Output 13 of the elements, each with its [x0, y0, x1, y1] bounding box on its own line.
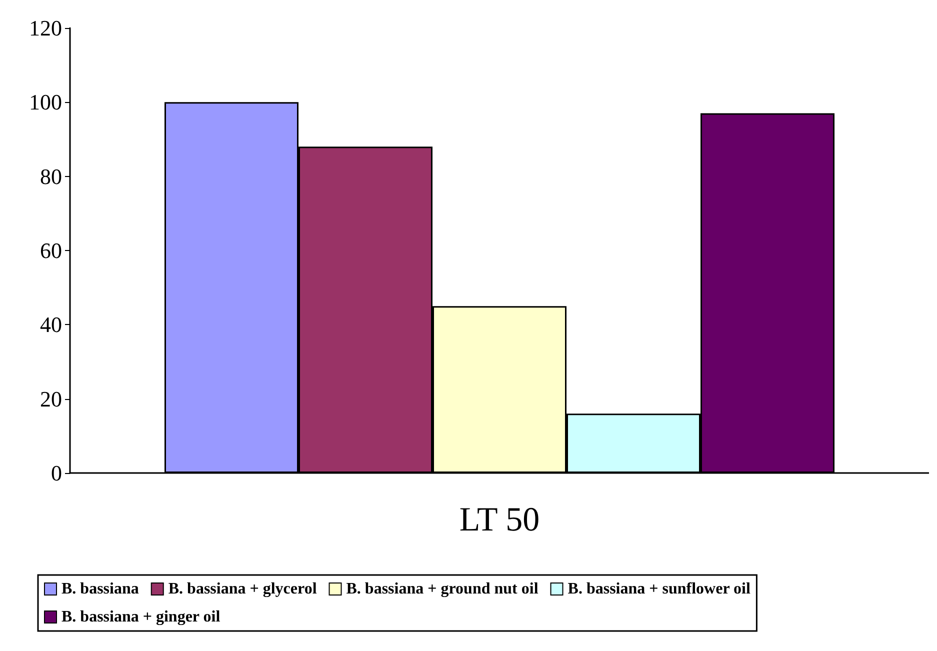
y-tick-label: 120 — [29, 16, 62, 40]
x-tick-label: LT 50 — [459, 502, 540, 538]
legend-label: B. bassiana + ground nut oil — [346, 580, 539, 598]
legend-label: B. bassiana + sunflower oil — [568, 580, 751, 598]
y-tick-label: 0 — [51, 460, 62, 486]
y-tick-label: 60 — [40, 238, 62, 263]
y-tick-label: 40 — [40, 312, 62, 338]
legend-label: B. bassiana + ginger oil — [62, 608, 221, 626]
y-tick-label: 100 — [29, 90, 62, 115]
legend-label: B. bassiana + glycerol — [168, 580, 318, 598]
y-tick-label: 20 — [40, 386, 62, 412]
y-tick-label: 80 — [40, 164, 62, 189]
legend-label: B. bassiana — [62, 580, 139, 598]
